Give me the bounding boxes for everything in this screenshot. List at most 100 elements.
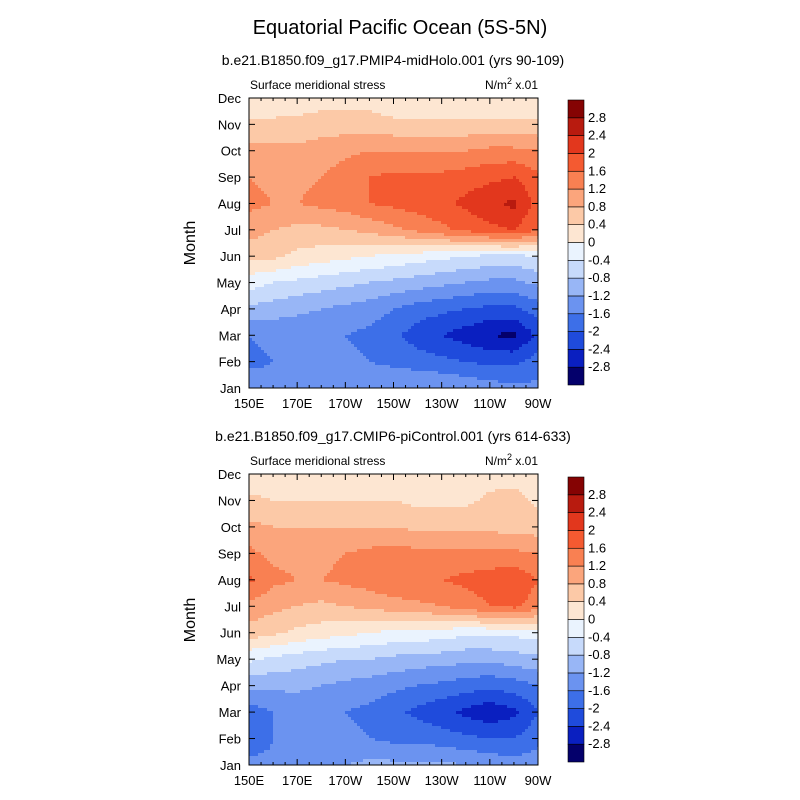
heatmap-cell (315, 212, 319, 216)
heatmap-cell (501, 107, 505, 111)
heatmap-cell (333, 110, 337, 114)
heatmap-cell (336, 185, 340, 189)
heatmap-cell (414, 134, 418, 138)
heatmap-cell (504, 113, 508, 117)
heatmap-cell (270, 209, 274, 213)
heatmap-cell (447, 221, 451, 225)
heatmap-cell (423, 200, 427, 204)
heatmap-cell (483, 173, 487, 177)
heatmap-cell (330, 233, 334, 237)
heatmap-cell (333, 173, 337, 177)
heatmap-cell (306, 140, 310, 144)
heatmap-cell (450, 224, 454, 228)
heatmap-cell (471, 233, 475, 237)
heatmap-cell (420, 212, 424, 216)
heatmap-cell (405, 137, 409, 141)
heatmap-cell (528, 140, 532, 144)
heatmap-cell (354, 164, 358, 168)
heatmap-cell (456, 224, 460, 228)
heatmap-cell (333, 152, 337, 156)
heatmap-cell (294, 215, 298, 219)
heatmap-cell (360, 188, 364, 192)
heatmap-cell (276, 113, 280, 117)
heatmap-cell (405, 101, 409, 105)
heatmap-cell (423, 191, 427, 195)
heatmap-cell (534, 179, 538, 183)
heatmap-cell (528, 209, 532, 213)
heatmap-cell (270, 164, 274, 168)
heatmap-cell (249, 128, 253, 132)
heatmap-cell (477, 122, 481, 126)
heatmap-cell (426, 125, 430, 129)
heatmap-cell (501, 203, 505, 207)
heatmap-cell (396, 185, 400, 189)
heatmap-cell (414, 212, 418, 216)
heatmap-cell (450, 206, 454, 210)
heatmap-cell (477, 236, 481, 240)
heatmap-cell (453, 137, 457, 141)
heatmap-cell (459, 206, 463, 210)
heatmap-cell (471, 137, 475, 141)
heatmap-cell (444, 137, 448, 141)
heatmap-cell (336, 122, 340, 126)
heatmap-cell (462, 110, 466, 114)
heatmap-cell (252, 155, 256, 159)
heatmap-cell (384, 230, 388, 234)
heatmap-cell (288, 164, 292, 168)
heatmap-cell (444, 212, 448, 216)
heatmap-cell (255, 194, 259, 198)
heatmap-cell (342, 122, 346, 126)
heatmap-cell (483, 218, 487, 222)
heatmap-cell (396, 203, 400, 207)
heatmap-cell (498, 161, 502, 165)
heatmap-cell (480, 230, 484, 234)
heatmap-cell (372, 158, 376, 162)
heatmap-cell (255, 173, 259, 177)
heatmap-cell (351, 119, 355, 123)
heatmap-cell (465, 122, 469, 126)
heatmap-cell (471, 200, 475, 204)
heatmap-cell (303, 164, 307, 168)
heatmap-cell (357, 200, 361, 204)
heatmap-cell (447, 212, 451, 216)
heatmap-cell (402, 239, 406, 243)
heatmap-cell (450, 125, 454, 129)
heatmap-cell (396, 182, 400, 186)
heatmap-cell (510, 236, 514, 240)
heatmap-cell (483, 128, 487, 132)
heatmap-cell (486, 119, 490, 123)
heatmap-cell (291, 143, 295, 147)
heatmap-cell (291, 191, 295, 195)
heatmap-cell (420, 131, 424, 135)
heatmap-cell (255, 167, 259, 171)
heatmap-cell (444, 185, 448, 189)
heatmap-cell (528, 179, 532, 183)
heatmap-cell (261, 146, 265, 150)
heatmap-cell (249, 101, 253, 105)
heatmap-cell (411, 113, 415, 117)
heatmap-cell (396, 170, 400, 174)
heatmap-cell (330, 146, 334, 150)
heatmap-cell (309, 134, 313, 138)
heatmap-cell (438, 221, 442, 225)
heatmap-cell (312, 107, 316, 111)
heatmap-cell (366, 140, 370, 144)
heatmap-cell (381, 158, 385, 162)
heatmap-cell (528, 143, 532, 147)
heatmap-cell (294, 119, 298, 123)
heatmap-cell (345, 230, 349, 234)
heatmap-cell (498, 113, 502, 117)
heatmap-cell (381, 173, 385, 177)
heatmap-cell (495, 110, 499, 114)
heatmap-cell (372, 236, 376, 240)
heatmap-cell (378, 161, 382, 165)
heatmap-cell (300, 134, 304, 138)
heatmap-cell (483, 146, 487, 150)
heatmap-cell (414, 119, 418, 123)
heatmap-cell (309, 233, 313, 237)
heatmap-cell (351, 245, 355, 249)
heatmap-cell (345, 128, 349, 132)
heatmap-cell (387, 101, 391, 105)
heatmap-cell (453, 209, 457, 213)
heatmap-cell (495, 134, 499, 138)
